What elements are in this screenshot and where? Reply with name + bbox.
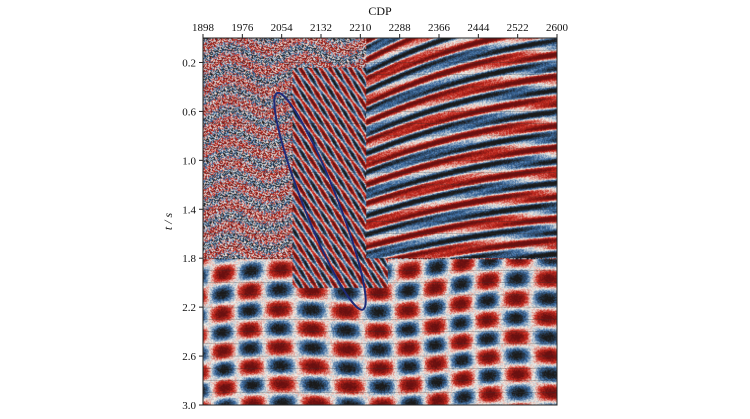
- y-tick-label: 0.6: [182, 106, 196, 118]
- y-tick-label: 2.2: [182, 302, 196, 314]
- x-tick-label: 2210: [349, 22, 372, 34]
- y-tick-label: 2.6: [182, 351, 196, 363]
- x-tick-label: 2288: [389, 22, 412, 34]
- y-tick-label: 3.0: [182, 400, 196, 412]
- x-axis-ticks: 1898 1976 2054 2132 2210 2288 2366 2444 2522 2600: [192, 22, 569, 38]
- plot-frame: [202, 37, 558, 406]
- y-tick-label: 1.4: [182, 204, 196, 216]
- x-tick-label: 2600: [546, 22, 569, 34]
- y-axis-ticks: 0.2 0.6 1.0 1.4 1.8 2.2 2.6 3.0: [182, 57, 203, 412]
- x-tick-label: 2366: [428, 22, 451, 34]
- x-tick-label: 2132: [310, 22, 332, 34]
- y-axis-label: t / s: [161, 213, 175, 231]
- annotation-ellipse: [273, 91, 367, 311]
- x-axis-label: CDP: [368, 4, 392, 18]
- x-tick-label: 2444: [467, 22, 490, 34]
- x-tick-label: 1898: [192, 22, 215, 34]
- x-tick-label: 2522: [507, 22, 529, 34]
- gridlines: [203, 50, 557, 393]
- y-tick-label: 0.2: [182, 57, 196, 69]
- x-tick-label: 1976: [231, 22, 254, 34]
- y-tick-label: 1.0: [182, 155, 196, 167]
- x-tick-label: 2054: [271, 22, 294, 34]
- y-tick-label: 1.8: [182, 253, 196, 265]
